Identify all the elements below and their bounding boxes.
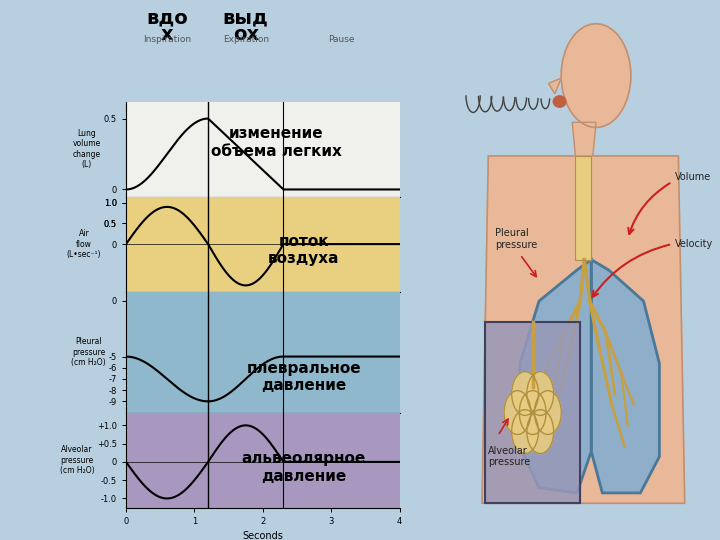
Text: изменение
объема легких: изменение объема легких	[211, 126, 342, 159]
Y-axis label: Air
flow
(L•sec⁻¹): Air flow (L•sec⁻¹)	[66, 229, 101, 259]
Text: Expiration: Expiration	[222, 35, 269, 44]
Text: Pleural
pressure: Pleural pressure	[495, 228, 537, 249]
Ellipse shape	[561, 24, 631, 127]
Text: альвеолярное
давление: альвеолярное давление	[242, 451, 366, 484]
X-axis label: Seconds: Seconds	[243, 531, 283, 540]
Text: поток
воздуха: поток воздуха	[268, 234, 340, 266]
Bar	[485, 322, 580, 503]
Polygon shape	[572, 122, 596, 156]
Circle shape	[512, 372, 539, 415]
Polygon shape	[549, 78, 561, 94]
Y-axis label: Alveolar
pressure
(cm H₂O): Alveolar pressure (cm H₂O)	[60, 445, 94, 475]
Y-axis label: Lung
volume
change
(L): Lung volume change (L)	[73, 129, 101, 169]
Text: плевральное
давление: плевральное давление	[246, 361, 361, 393]
Circle shape	[534, 390, 562, 435]
Text: вдо
х: вдо х	[146, 8, 188, 44]
Text: Pause: Pause	[328, 35, 355, 44]
Ellipse shape	[553, 96, 566, 107]
Y-axis label: Pleural
pressure
(cm H₂O): Pleural pressure (cm H₂O)	[71, 337, 106, 367]
Text: Velocity: Velocity	[675, 239, 714, 249]
Polygon shape	[520, 260, 591, 493]
Polygon shape	[482, 156, 685, 503]
Text: Alveolar
pressure: Alveolar pressure	[488, 446, 531, 468]
Circle shape	[527, 410, 554, 454]
Bar	[485, 322, 580, 503]
Circle shape	[504, 390, 531, 435]
Text: выд
ох: выд ох	[222, 8, 269, 44]
Text: Inspiration: Inspiration	[143, 35, 191, 44]
Circle shape	[512, 410, 539, 454]
Polygon shape	[575, 156, 591, 260]
Circle shape	[527, 372, 554, 415]
Polygon shape	[591, 260, 660, 493]
Text: Volume: Volume	[675, 172, 711, 181]
Circle shape	[519, 390, 546, 435]
